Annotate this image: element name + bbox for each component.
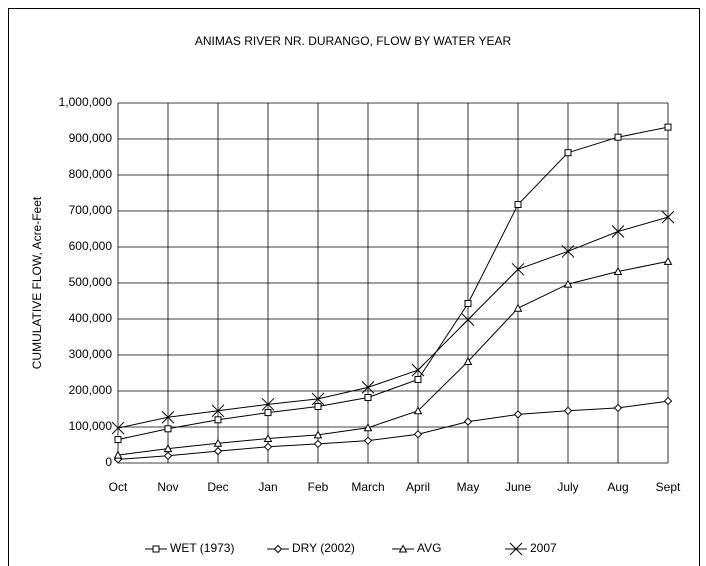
- x-tick-label: Jan: [258, 480, 277, 494]
- data-point: [161, 410, 175, 424]
- data-point: [164, 425, 172, 433]
- y-tick-label: 600,000: [69, 239, 113, 253]
- y-tick-label: 700,000: [69, 203, 113, 217]
- data-point: [561, 244, 575, 258]
- series-line: [117, 400, 669, 460]
- data-point: [511, 262, 525, 276]
- x-tick-label: March: [351, 480, 384, 494]
- x-tick-label: Sept: [656, 480, 681, 494]
- series-line: [117, 126, 669, 441]
- legend-marker: [398, 544, 408, 553]
- data-point: [413, 406, 423, 415]
- legend-marker: [152, 545, 160, 553]
- y-tick-label: 100,000: [69, 419, 113, 433]
- data-point: [613, 266, 623, 275]
- data-point: [211, 404, 225, 418]
- x-tick-label: Oct: [109, 480, 128, 494]
- y-tick-label: 900,000: [69, 131, 113, 145]
- data-point: [213, 446, 223, 456]
- data-point: [563, 406, 573, 416]
- y-tick-label: 500,000: [69, 275, 113, 289]
- data-point: [614, 133, 622, 141]
- data-point: [463, 417, 473, 426]
- data-point: [114, 436, 122, 444]
- data-point: [363, 423, 373, 432]
- data-point: [313, 430, 323, 439]
- data-point: [214, 416, 222, 424]
- data-point: [113, 450, 123, 459]
- data-point: [313, 439, 323, 449]
- y-axis-label: CUMULATIVE FLOW, Acre-Feet: [30, 196, 44, 369]
- series-line: [117, 260, 669, 456]
- x-tick-label: June: [505, 480, 531, 494]
- data-point: [463, 356, 473, 365]
- data-point: [611, 225, 625, 238]
- data-point: [411, 363, 425, 377]
- x-tick-label: April: [406, 480, 430, 494]
- legend-label: AVG: [417, 541, 441, 555]
- data-point: [163, 444, 173, 453]
- x-tick-label: Nov: [157, 480, 178, 494]
- x-tick-label: July: [557, 480, 578, 494]
- legend-marker: [509, 542, 523, 556]
- data-point: [513, 303, 523, 312]
- chart-border: [8, 8, 700, 566]
- y-tick-label: 1,000,000: [59, 95, 113, 109]
- data-point: [464, 300, 472, 308]
- data-point: [661, 210, 675, 224]
- series-line: [117, 216, 669, 429]
- legend-label: 2007: [530, 541, 557, 555]
- x-tick-label: Feb: [308, 480, 329, 494]
- y-tick-label: 0: [105, 455, 112, 469]
- data-point: [263, 442, 273, 452]
- data-point: [311, 392, 325, 406]
- chart-title: ANIMAS RIVER NR. DURANGO, FLOW BY WATER …: [195, 34, 512, 48]
- y-tick-label: 200,000: [69, 383, 113, 397]
- data-point: [513, 410, 523, 419]
- data-point: [213, 438, 223, 447]
- data-point: [664, 123, 672, 131]
- data-point: [111, 421, 125, 435]
- data-point: [663, 396, 673, 406]
- y-tick-label: 300,000: [69, 347, 113, 361]
- data-point: [314, 402, 322, 410]
- data-point: [361, 381, 375, 394]
- data-point: [261, 397, 275, 411]
- data-point: [461, 313, 475, 327]
- data-point: [563, 279, 573, 288]
- data-point: [364, 393, 372, 401]
- data-point: [264, 409, 272, 417]
- y-tick-label: 800,000: [69, 167, 113, 181]
- data-point: [564, 149, 572, 157]
- data-point: [413, 429, 423, 439]
- data-point: [514, 201, 522, 209]
- x-tick-label: Dec: [207, 480, 228, 494]
- data-point: [663, 256, 673, 265]
- x-tick-label: Aug: [607, 480, 628, 494]
- data-point: [263, 433, 273, 443]
- legend-marker: [273, 544, 283, 554]
- x-tick-label: May: [457, 480, 480, 494]
- data-point: [163, 451, 173, 461]
- y-tick-label: 400,000: [69, 311, 113, 325]
- legend-label: DRY (2002): [292, 541, 355, 555]
- legend-label: WET (1973): [170, 541, 234, 555]
- data-point: [613, 403, 623, 413]
- data-point: [414, 375, 422, 383]
- data-point: [363, 436, 373, 445]
